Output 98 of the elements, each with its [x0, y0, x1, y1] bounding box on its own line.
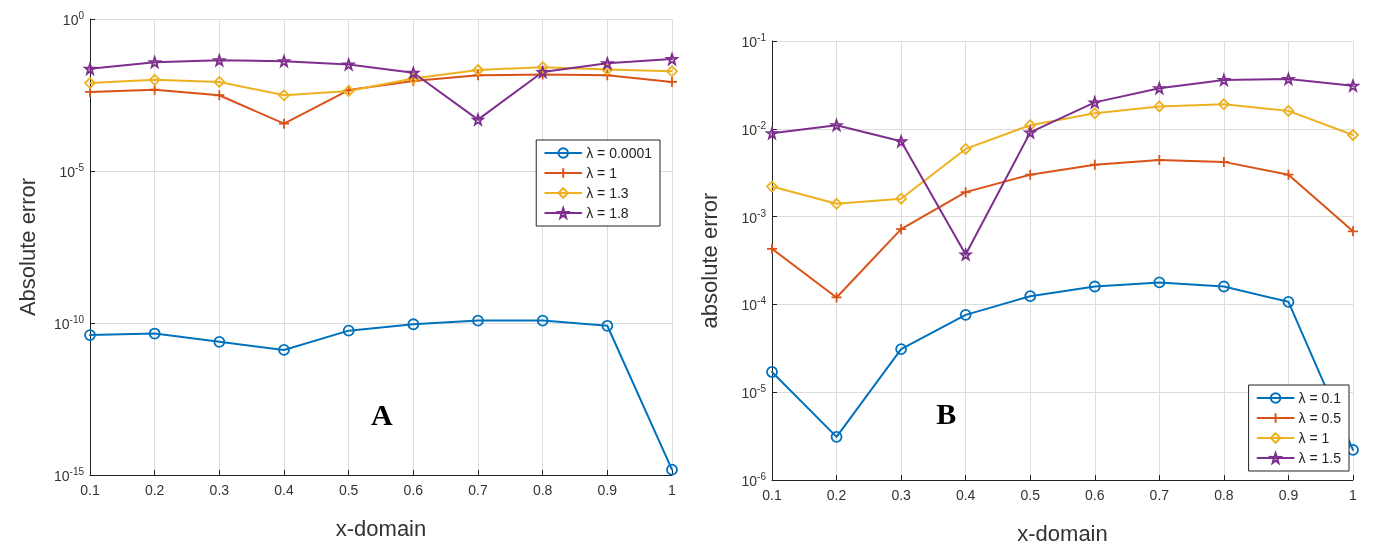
x-tick-label: 0.6 [403, 482, 424, 498]
point [1217, 98, 1230, 111]
y-tick-label: 10$^{-3}$ [741, 207, 766, 226]
x-tick-label: 0.4 [955, 487, 976, 503]
point [666, 463, 678, 476]
point [472, 314, 484, 327]
legend-label: λ = 0.0001 [586, 145, 653, 161]
point [342, 324, 355, 337]
legend-label: λ = 1 [586, 165, 618, 181]
point [84, 329, 96, 341]
point [959, 143, 972, 155]
point [148, 73, 161, 86]
point [213, 89, 226, 102]
point [278, 117, 290, 130]
x-tick-label: 0.9 [597, 482, 618, 498]
point [1282, 104, 1295, 117]
legend-label: λ = 1.3 [586, 185, 629, 201]
point [666, 65, 678, 78]
x-tick-label: 0.1 [80, 482, 100, 498]
x-tick-label: 0.8 [532, 482, 553, 498]
point [601, 319, 614, 332]
x-tick-label: 0.2 [144, 482, 165, 498]
y-tick-label: 10$^{-10}$ [53, 314, 84, 332]
point [959, 308, 972, 321]
legend-label: λ = 1.8 [586, 205, 629, 221]
point [536, 61, 549, 74]
x-tick-label: 0.8 [1214, 487, 1234, 503]
point [830, 430, 843, 443]
point [536, 314, 549, 327]
legend-label: λ = 0.5 [1298, 410, 1342, 426]
point [1282, 168, 1295, 181]
point [1024, 290, 1037, 303]
point [1088, 158, 1101, 171]
x-tick-label: 0.2 [826, 487, 847, 503]
x-tick-label: 0.3 [891, 487, 912, 503]
point [1153, 100, 1166, 113]
y-tick-label: 10$^{-1}$ [741, 32, 766, 50]
y-tick-label: 10$^{-15}$ [53, 466, 84, 484]
point [895, 223, 908, 236]
point [1153, 276, 1166, 289]
legend-label: λ = 0.1 [1298, 390, 1342, 406]
annotation: B [936, 396, 957, 430]
point [407, 318, 420, 331]
point [1153, 154, 1166, 166]
point [830, 291, 843, 304]
x-tick-label: 0.7 [1149, 487, 1170, 503]
point [472, 64, 484, 76]
x-tick-label: 0.6 [1085, 487, 1105, 503]
y-tick-label: 10$^{0}$ [62, 10, 84, 28]
annotation: A [371, 398, 393, 432]
x-tick-label: 0.3 [209, 482, 230, 498]
x-tick-label: 1 [668, 482, 677, 498]
x-axis-title: x-domain [335, 515, 427, 541]
point [666, 76, 678, 88]
x-tick-label: 1 [1349, 487, 1358, 503]
x-tick-label: 0.5 [1020, 487, 1041, 503]
point [472, 69, 484, 82]
point [1347, 129, 1359, 141]
point [959, 248, 972, 261]
point [766, 366, 778, 378]
y-axis-title: absolute error [696, 192, 722, 329]
point [601, 63, 614, 76]
point [213, 335, 226, 348]
point [830, 197, 843, 210]
x-tick-label: 0.7 [468, 482, 488, 498]
point [601, 69, 614, 82]
point [278, 89, 290, 102]
point [895, 343, 908, 355]
legend-label: λ = 1 [1298, 430, 1330, 446]
point [1347, 225, 1359, 238]
y-tick-label: 10$^{-5}$ [741, 383, 766, 402]
x-axis-title: x-domain [1017, 520, 1108, 546]
point [278, 344, 290, 356]
point [1282, 295, 1295, 308]
x-tick-label: 0.1 [762, 487, 782, 503]
point [213, 76, 226, 88]
point [895, 192, 908, 205]
point [1217, 280, 1230, 293]
point [341, 56, 356, 72]
point [959, 186, 972, 199]
x-tick-label: 0.9 [1278, 487, 1299, 503]
point [1024, 119, 1037, 132]
point [148, 327, 161, 340]
point [766, 242, 778, 255]
y-tick-label: 10$^{-4}$ [741, 295, 766, 314]
y-axis-title: Absolute error [14, 177, 40, 317]
x-tick-label: 0.4 [274, 482, 294, 498]
point [84, 77, 96, 89]
y-tick-label: 10$^{-5}$ [59, 162, 84, 180]
y-tick-label: 10$^{-6}$ [741, 471, 766, 489]
point [1088, 280, 1101, 293]
y-tick-label: 10$^{-2}$ [741, 119, 766, 138]
point [1088, 107, 1101, 120]
point [766, 180, 778, 193]
x-tick-label: 0.5 [338, 482, 359, 498]
point [1024, 168, 1037, 181]
point [407, 66, 420, 79]
legend-label: λ = 1.5 [1298, 450, 1342, 466]
